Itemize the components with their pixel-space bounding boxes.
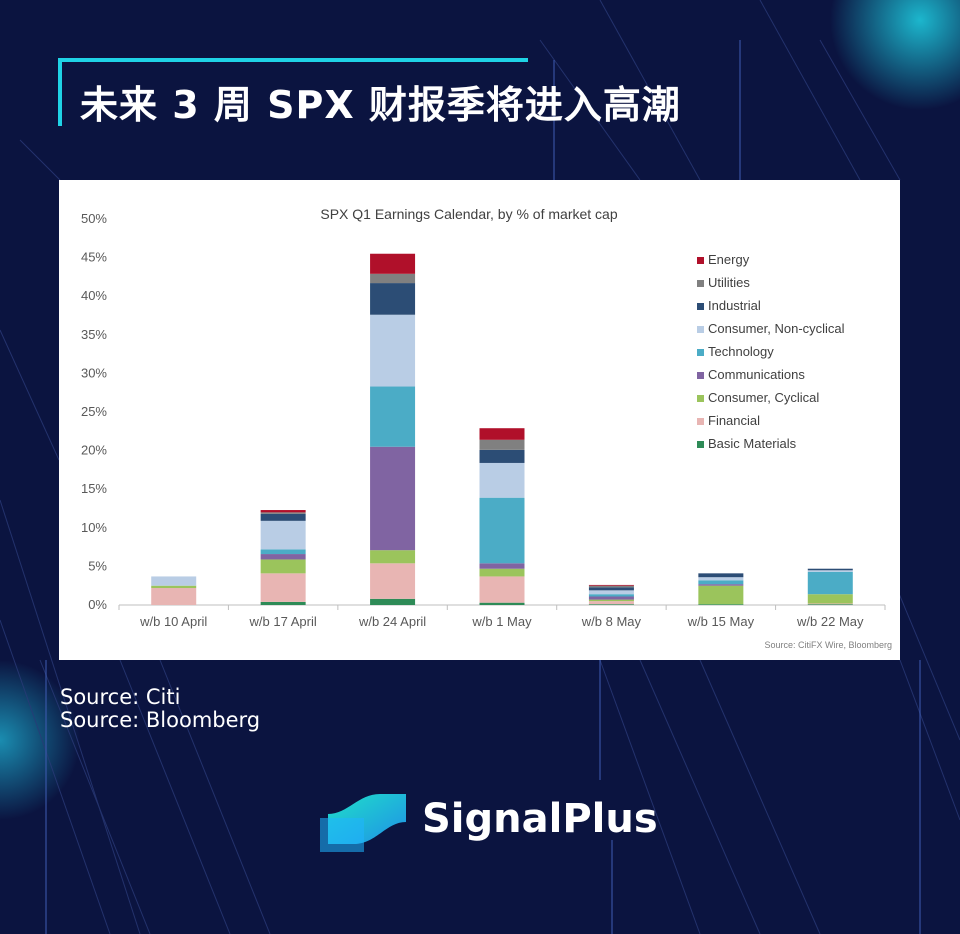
legend-swatch (697, 257, 704, 264)
chart-panel: SPX Q1 Earnings Calendar, by % of market… (59, 180, 900, 660)
legend-swatch (697, 441, 704, 448)
bar-segment (260, 554, 306, 560)
legend-label: Basic Materials (708, 436, 797, 451)
bar-segment (698, 573, 744, 578)
y-tick-label: 5% (88, 558, 107, 573)
bar-segment (370, 598, 416, 605)
bar-segment (588, 596, 634, 600)
x-tick-label: w/b 1 May (471, 614, 532, 629)
bar-segment (479, 439, 525, 450)
bar-segment (151, 588, 197, 605)
x-tick-label: w/b 17 April (249, 614, 317, 629)
y-tick-label: 50% (81, 211, 107, 226)
bar-segment (151, 585, 197, 589)
bar-segment (698, 604, 744, 605)
bar-segment (479, 449, 525, 463)
bar-segment (807, 568, 853, 571)
source-bloomberg: Source: Bloomberg (60, 708, 261, 732)
bar-segment (588, 590, 634, 595)
y-tick-label: 30% (81, 365, 107, 380)
bar-segment (260, 573, 306, 602)
legend-label: Industrial (708, 298, 761, 313)
bar-segment (260, 549, 306, 555)
legend-swatch (697, 372, 704, 379)
bar-segment (370, 273, 416, 284)
stacked-bar-chart: SPX Q1 Earnings Calendar, by % of market… (81, 206, 892, 650)
x-tick-label: w/b 8 May (581, 614, 642, 629)
bar-segment (479, 462, 525, 498)
x-tick-label: w/b 10 April (139, 614, 207, 629)
bar-segment (479, 497, 525, 564)
bar-segment (479, 428, 525, 440)
bar-segment (588, 601, 634, 605)
legend-swatch (697, 326, 704, 333)
bar-segment (588, 584, 634, 586)
bar-segment (260, 559, 306, 574)
legend-label: Consumer, Cyclical (708, 390, 819, 405)
bar-segment (807, 603, 853, 605)
y-tick-label: 10% (81, 520, 107, 535)
bar-segment (370, 283, 416, 315)
chart-source-note: Source: CitiFX Wire, Bloomberg (764, 640, 892, 650)
source-citi: Source: Citi (60, 685, 181, 709)
bar-segment (260, 510, 306, 513)
x-tick-label: w/b 15 May (687, 614, 755, 629)
bar-segment (807, 570, 853, 572)
y-tick-label: 45% (81, 250, 107, 265)
legend-label: Financial (708, 413, 760, 428)
x-tick-label: w/b 22 May (796, 614, 864, 629)
y-tick-label: 15% (81, 481, 107, 496)
bar-segment (807, 604, 853, 605)
legend-swatch (697, 280, 704, 287)
y-tick-label: 25% (81, 404, 107, 419)
legend-swatch (697, 395, 704, 402)
legend-label: Consumer, Non-cyclical (708, 321, 845, 336)
bar-segment (588, 585, 634, 588)
legend-swatch (697, 418, 704, 425)
signalplus-logo-icon (320, 794, 406, 852)
bar-segment (260, 512, 306, 514)
bar-segment (698, 585, 744, 605)
bar-segment (370, 563, 416, 599)
legend-label: Energy (708, 252, 750, 267)
x-tick-label: w/b 24 April (358, 614, 426, 629)
bar-segment (479, 568, 525, 577)
legend-swatch (697, 349, 704, 356)
bar-segment (260, 601, 306, 605)
bar-segment (807, 594, 853, 604)
bar-segment (698, 580, 744, 585)
bar-segment (260, 513, 306, 521)
bar-segment (807, 571, 853, 595)
legend-label: Utilities (708, 275, 750, 290)
brand-name: SignalPlus (422, 796, 658, 842)
bar-segment (479, 602, 525, 605)
y-tick-label: 35% (81, 327, 107, 342)
bar-segment (588, 587, 634, 591)
bar-segment (370, 550, 416, 564)
bar-segment (370, 314, 416, 387)
bar-segment (588, 599, 634, 602)
y-tick-label: 20% (81, 443, 107, 458)
bar-segment (151, 576, 197, 586)
legend-label: Communications (708, 367, 805, 382)
legend-swatch (697, 303, 704, 310)
bar-segment (370, 253, 416, 274)
bar-segment (479, 563, 525, 569)
bar-segment (370, 386, 416, 447)
page-title: 未来 3 周 SPX 财报季将进入高潮 (80, 83, 681, 127)
sources: Source: Citi Source: Bloomberg (60, 686, 260, 732)
legend-label: Technology (708, 344, 774, 359)
bar-segment (260, 520, 306, 550)
title-frame (58, 58, 528, 126)
bar-segment (370, 446, 416, 551)
bar-segment (588, 594, 634, 597)
bar-segment (698, 577, 744, 581)
y-tick-label: 40% (81, 288, 107, 303)
chart-title: SPX Q1 Earnings Calendar, by % of market… (320, 206, 617, 222)
y-tick-label: 0% (88, 597, 107, 612)
bar-segment (479, 576, 525, 603)
bar-segment (698, 584, 744, 586)
bar-segment (588, 604, 634, 605)
